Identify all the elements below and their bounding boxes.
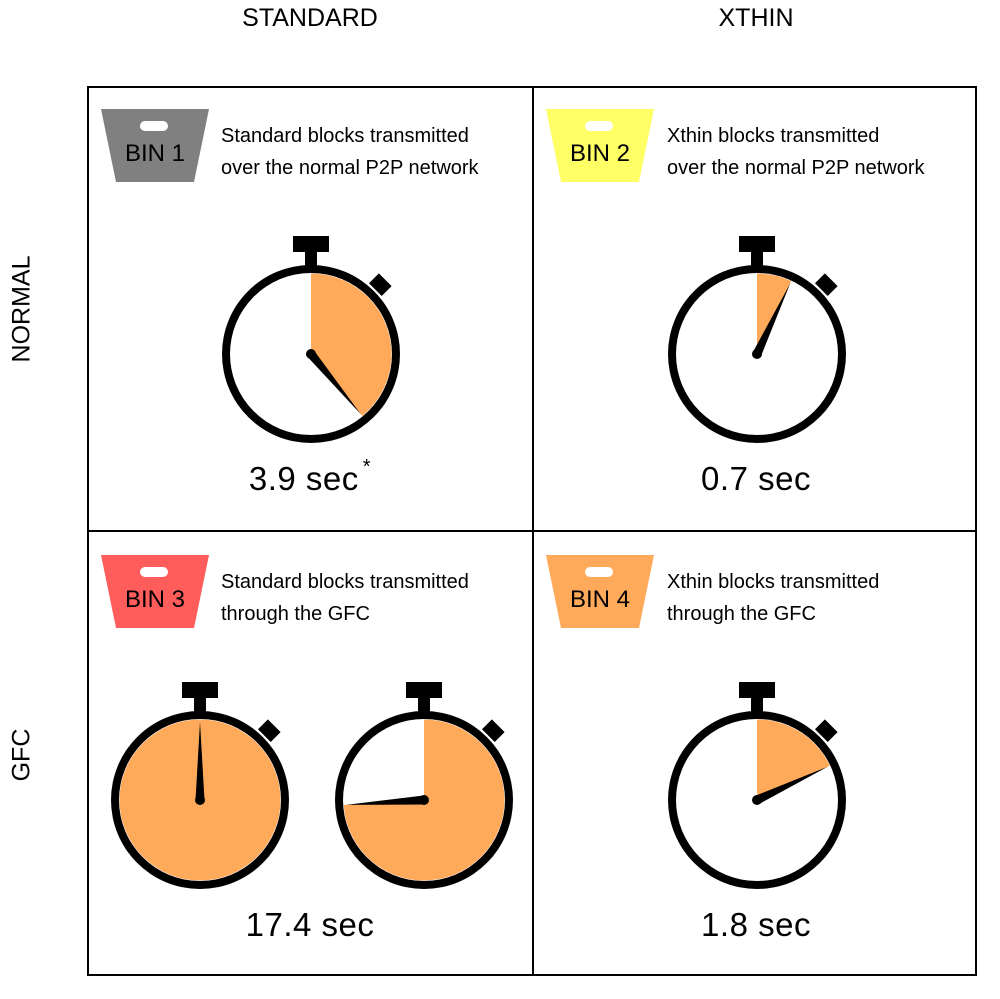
cell-1-description: Standard blocks transmitted over the norm… — [221, 125, 479, 179]
cell-2-description: Xthin blocks transmitted over the normal … — [667, 125, 925, 179]
bin-4-icon: BIN 4 — [546, 555, 654, 628]
cell-3-time: 17.4 sec — [245, 906, 375, 943]
bin-2-label: BIN 2 — [569, 140, 631, 167]
bin-1-icon: BIN 1 — [101, 109, 209, 182]
column-header-xthin: XTHIN — [718, 4, 794, 32]
row-header-gfc: GFC — [7, 728, 36, 782]
stopwatch-icon — [327, 680, 521, 895]
elapsed-sector — [311, 273, 392, 417]
stopwatch-hand — [195, 722, 205, 800]
stopwatch-icon — [660, 680, 854, 895]
stopwatch-hand — [346, 795, 425, 805]
elapsed-sector — [757, 719, 830, 800]
bin-3-label: BIN 3 — [124, 586, 186, 613]
bin-4-label: BIN 4 — [569, 586, 631, 613]
bin-3-icon: BIN 3 — [101, 555, 209, 628]
stopwatch-icon — [103, 680, 297, 895]
row-header-normal: NORMAL — [7, 255, 36, 363]
cell-2-time: 0.7 sec — [701, 460, 811, 497]
stopwatch-hand — [755, 766, 828, 805]
stopwatch-icon — [660, 234, 854, 449]
column-header-standard: STANDARD — [242, 4, 378, 32]
cell-1-time: 3.9 sec * — [248, 456, 372, 497]
stopwatch-hand — [752, 283, 791, 356]
bin-1-label: BIN 1 — [124, 140, 186, 167]
stopwatch-icon — [214, 234, 408, 449]
bin-2-icon: BIN 2 — [546, 109, 654, 182]
cell-4-description: Xthin blocks transmitted through the GFC — [667, 571, 880, 625]
grid-divider-horizontal — [87, 530, 977, 532]
cell-3-description: Standard blocks transmitted through the G… — [221, 571, 469, 625]
cell-4-time: 1.8 sec — [701, 906, 811, 943]
stopwatch-hand — [307, 351, 361, 415]
